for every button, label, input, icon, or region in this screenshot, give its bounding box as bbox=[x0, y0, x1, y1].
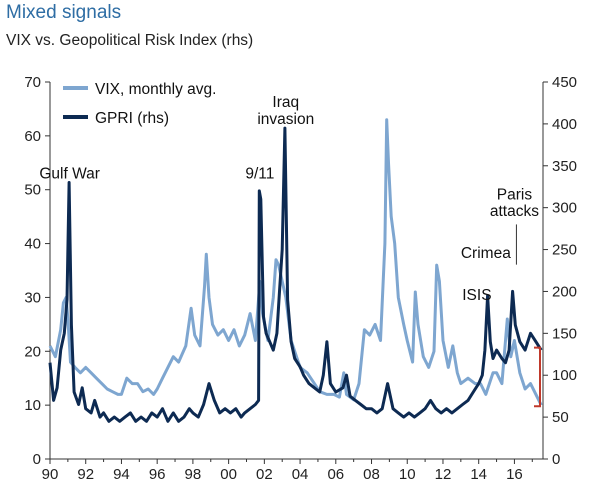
x-tick-label: 08 bbox=[363, 466, 380, 483]
x-tick-label: 02 bbox=[256, 466, 273, 483]
y-right-tick-label: 50 bbox=[552, 409, 569, 426]
annotation-invasion: invasion bbox=[257, 111, 314, 128]
x-tick-label: 90 bbox=[42, 466, 59, 483]
x-tick-label: 92 bbox=[77, 466, 94, 483]
annotation-attacks: attacks bbox=[490, 203, 539, 220]
y-right-tick-label: 200 bbox=[552, 283, 577, 300]
chart-subtitle: VIX vs. Geopolitical Risk Index (rhs) bbox=[6, 32, 254, 49]
chart-title: Mixed signals bbox=[6, 2, 122, 23]
y-left-tick-label: 30 bbox=[24, 289, 41, 306]
y-left-tick-label: 10 bbox=[24, 397, 41, 414]
x-tick-label: 12 bbox=[435, 466, 452, 483]
annotation-crimea: Crimea bbox=[461, 245, 511, 262]
x-tick-label: 06 bbox=[327, 466, 344, 483]
y-right-tick-label: 250 bbox=[552, 242, 577, 259]
x-tick-label: 00 bbox=[220, 466, 237, 483]
y-right-tick-label: 400 bbox=[552, 116, 577, 133]
y-right-tick-label: 450 bbox=[552, 74, 577, 91]
range-bracket bbox=[534, 346, 541, 408]
x-tick-label: 96 bbox=[149, 466, 166, 483]
chart-series bbox=[48, 118, 543, 423]
y-right-tick-label: 350 bbox=[552, 158, 577, 175]
annotation-9-11: 9/11 bbox=[245, 165, 274, 182]
y-left-tick-label: 40 bbox=[24, 236, 41, 253]
annotation-gulf-war: Gulf War bbox=[39, 165, 100, 182]
x-tick-label: 04 bbox=[292, 466, 309, 483]
x-tick-label: 94 bbox=[113, 466, 130, 483]
y-right-tick-label: 150 bbox=[552, 325, 577, 342]
y-left-tick-label: 50 bbox=[24, 182, 41, 199]
annotation-iraq: Iraq bbox=[272, 94, 299, 111]
gpri-series-line bbox=[48, 126, 543, 423]
y-left-tick-label: 70 bbox=[24, 74, 41, 91]
y-left-tick-label: 20 bbox=[24, 343, 41, 360]
annotation-paris: Paris bbox=[497, 186, 533, 203]
legend-gpri-label: GPRI (rhs) bbox=[95, 110, 169, 127]
x-tick-label: 16 bbox=[506, 466, 523, 483]
y-right-tick-label: 0 bbox=[552, 451, 560, 468]
y-left-tick-label: 0 bbox=[33, 451, 41, 468]
y-left-tick-label: 60 bbox=[24, 128, 41, 145]
x-tick-label: 10 bbox=[399, 466, 416, 483]
y-right-tick-label: 300 bbox=[552, 200, 577, 217]
y-right-tick-label: 100 bbox=[552, 367, 577, 384]
chart-axes: 0 10 20 30 40 50 60 70 0 50 100 150 200 250 300 350 400 4… bbox=[24, 74, 577, 483]
chart-legend: VIX, monthly avg. GPRI (rhs) bbox=[63, 81, 216, 127]
x-tick-label: 14 bbox=[470, 466, 487, 483]
legend-vix-label: VIX, monthly avg. bbox=[95, 81, 216, 98]
annotation-isis: ISIS bbox=[462, 287, 491, 304]
x-tick-label: 98 bbox=[185, 466, 202, 483]
